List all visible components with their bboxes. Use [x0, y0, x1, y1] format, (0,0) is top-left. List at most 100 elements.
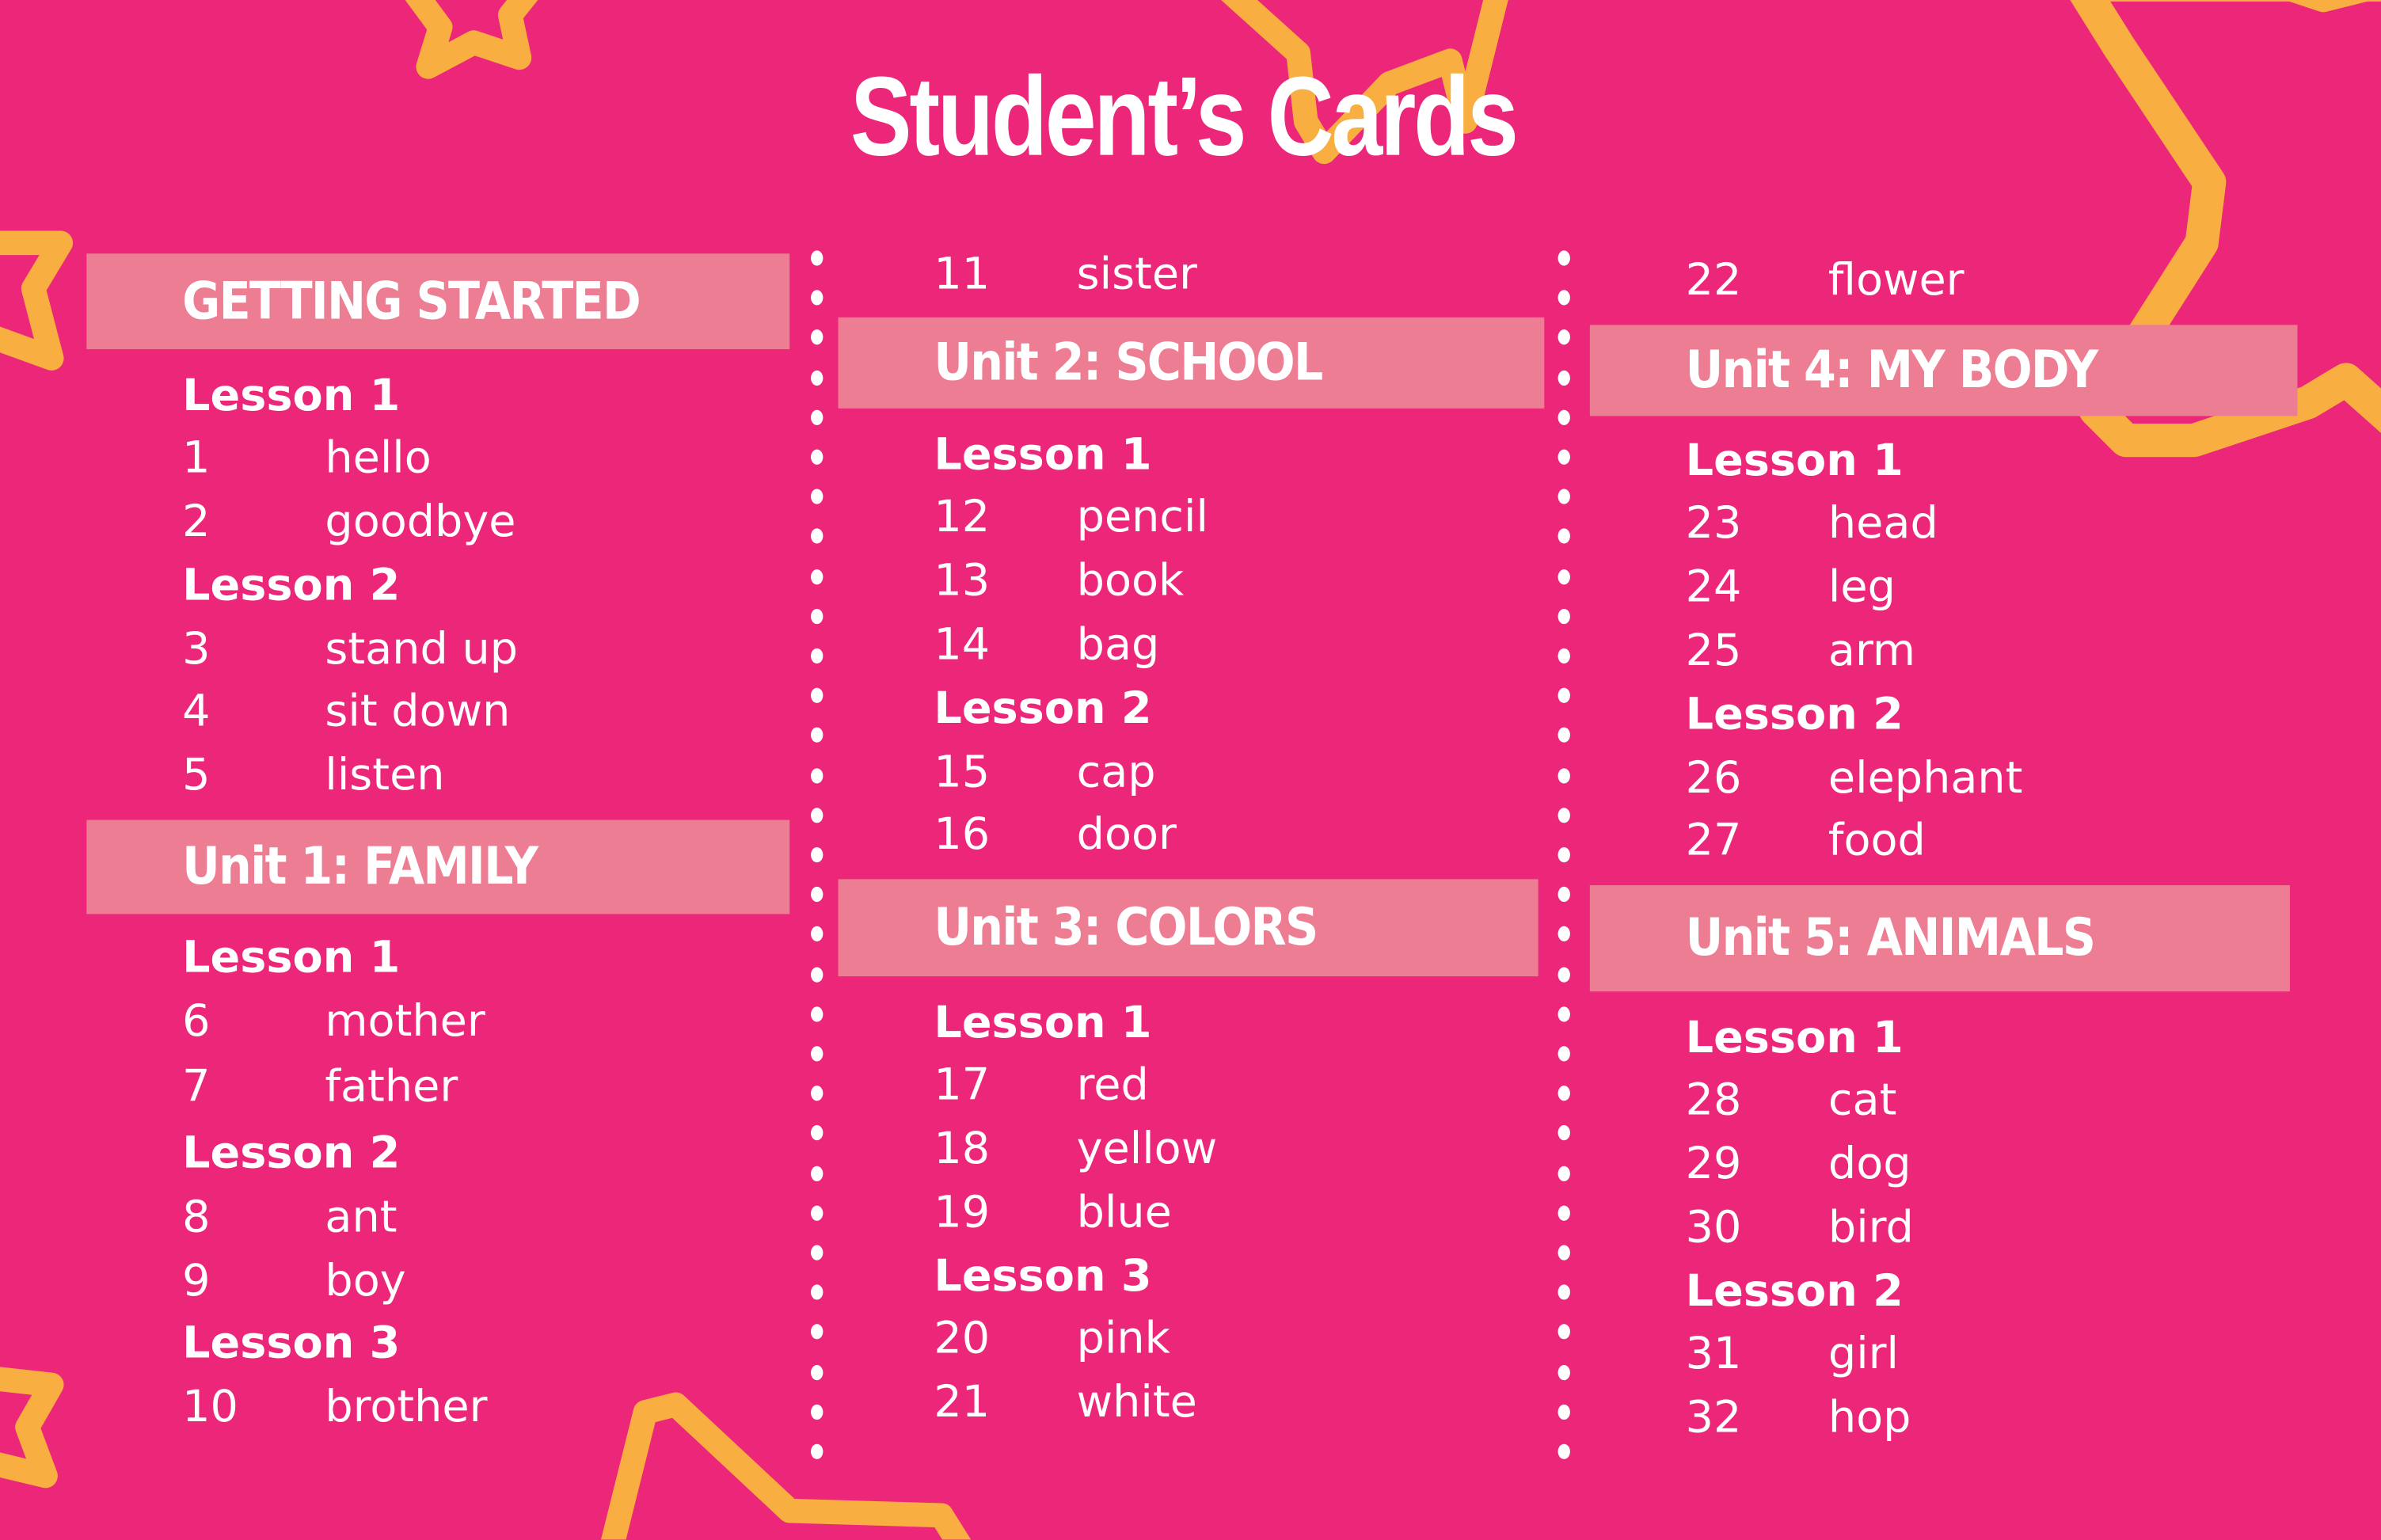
separator-dot [1558, 847, 1570, 863]
card-word: hello [325, 431, 432, 483]
lesson-heading: Lesson 1 [182, 369, 401, 421]
separator-dot [1558, 926, 1570, 942]
separator-dot [1558, 370, 1570, 386]
card-number: 28 [1685, 1073, 1742, 1126]
star-icon [2070, 0, 2381, 458]
separator-dot [1558, 608, 1570, 624]
separator-dot [811, 1404, 823, 1420]
lesson-heading: Lesson 2 [1685, 1264, 1904, 1317]
separator-dot [1558, 688, 1570, 704]
card-number: 27 [1685, 813, 1742, 866]
separator-dot [811, 290, 823, 306]
lesson-heading: Lesson 1 [182, 930, 401, 983]
card-word: book [1076, 553, 1185, 606]
separator-dot [1558, 529, 1570, 545]
card-number: 11 [934, 247, 991, 299]
section-title: GETTING STARTED [182, 271, 641, 333]
card-word: cat [1828, 1073, 1897, 1126]
card-number: 18 [934, 1122, 991, 1174]
separator-dot [811, 489, 823, 505]
card-number: 6 [182, 994, 211, 1047]
lesson-heading: Lesson 2 [934, 682, 1152, 734]
lesson-heading: Lesson 1 [1685, 1011, 1904, 1063]
card-word: blue [1076, 1185, 1172, 1238]
star-icon [600, 1392, 972, 1540]
separator-dot [1558, 887, 1570, 903]
card-word: boy [325, 1254, 406, 1306]
card-word: hop [1828, 1390, 1911, 1443]
star-icon [0, 1367, 64, 1489]
card-word: pink [1076, 1311, 1170, 1364]
separator-dot [811, 1086, 823, 1101]
section-title: Unit 2: SCHOOL [934, 332, 1323, 394]
separator-dot [1558, 1086, 1570, 1101]
card-word: head [1828, 496, 1938, 549]
card-number: 32 [1685, 1390, 1742, 1443]
card-number: 26 [1685, 751, 1742, 804]
separator-dot [811, 370, 823, 386]
star-icon [0, 230, 74, 371]
separator-dot [811, 529, 823, 545]
card-word: pencil [1076, 490, 1208, 542]
card-number: 17 [934, 1058, 991, 1110]
section-title: Unit 1: FAMILY [182, 836, 538, 898]
card-number: 22 [1685, 253, 1742, 306]
separator-dot [811, 1324, 823, 1340]
separator-dot [1558, 1443, 1570, 1459]
card-number: 16 [934, 808, 991, 860]
separator-dot [811, 568, 823, 584]
section-title: Unit 5: ANIMALS [1685, 907, 2096, 969]
separator-dot [811, 250, 823, 266]
separator-dot [811, 767, 823, 783]
separator-dot [1558, 1006, 1570, 1022]
card-number: 19 [934, 1185, 991, 1238]
card-word: red [1076, 1058, 1149, 1110]
lesson-heading: Lesson 2 [1685, 687, 1904, 740]
separator-dot [811, 728, 823, 743]
card-number: 4 [182, 684, 211, 737]
card-number: 30 [1685, 1200, 1742, 1253]
separator-dot [1558, 329, 1570, 346]
section-title: Unit 3: COLORS [934, 897, 1318, 959]
section-banner: Unit 5: ANIMALS [1589, 885, 2290, 992]
section-banner: GETTING STARTED [86, 253, 790, 350]
separator-dot [811, 1205, 823, 1221]
card-word: brother [325, 1380, 488, 1432]
card-number: 31 [1685, 1327, 1742, 1379]
card-number: 25 [1685, 624, 1742, 676]
card-number: 10 [182, 1380, 238, 1432]
card-number: 15 [934, 745, 991, 797]
separator-dot [1558, 290, 1570, 306]
separator-dot [811, 1284, 823, 1300]
separator-dot [811, 1443, 823, 1459]
page-title: Student’s Cards [850, 53, 1519, 180]
star-icon [1221, 0, 1508, 165]
card-number: 24 [1685, 560, 1742, 612]
card-word: arm [1828, 624, 1916, 676]
separator-dot [811, 648, 823, 664]
separator-dot [1558, 409, 1570, 425]
lesson-heading: Lesson 2 [182, 1126, 401, 1179]
lesson-heading: Lesson 1 [934, 428, 1152, 480]
separator-dot [1558, 1245, 1570, 1261]
separator-dot [1558, 807, 1570, 823]
separator-dot [1558, 489, 1570, 505]
separator-dot [811, 329, 823, 346]
card-word: bag [1076, 618, 1160, 670]
separator-dot [811, 966, 823, 982]
separator-dot [1558, 966, 1570, 982]
card-word: sit down [325, 684, 511, 737]
section-banner: Unit 4: MY BODY [1589, 325, 2298, 416]
separator-dot [811, 688, 823, 704]
separator-dot [1558, 767, 1570, 783]
separator-dot [811, 887, 823, 903]
card-word: food [1828, 813, 1926, 866]
card-number: 29 [1685, 1137, 1742, 1189]
separator-dot [811, 1364, 823, 1380]
card-word: leg [1828, 560, 1896, 612]
section-banner: Unit 3: COLORS [838, 879, 1539, 977]
card-word: ant [325, 1190, 397, 1242]
separator-dot [811, 409, 823, 425]
separator-dot [1558, 1284, 1570, 1300]
